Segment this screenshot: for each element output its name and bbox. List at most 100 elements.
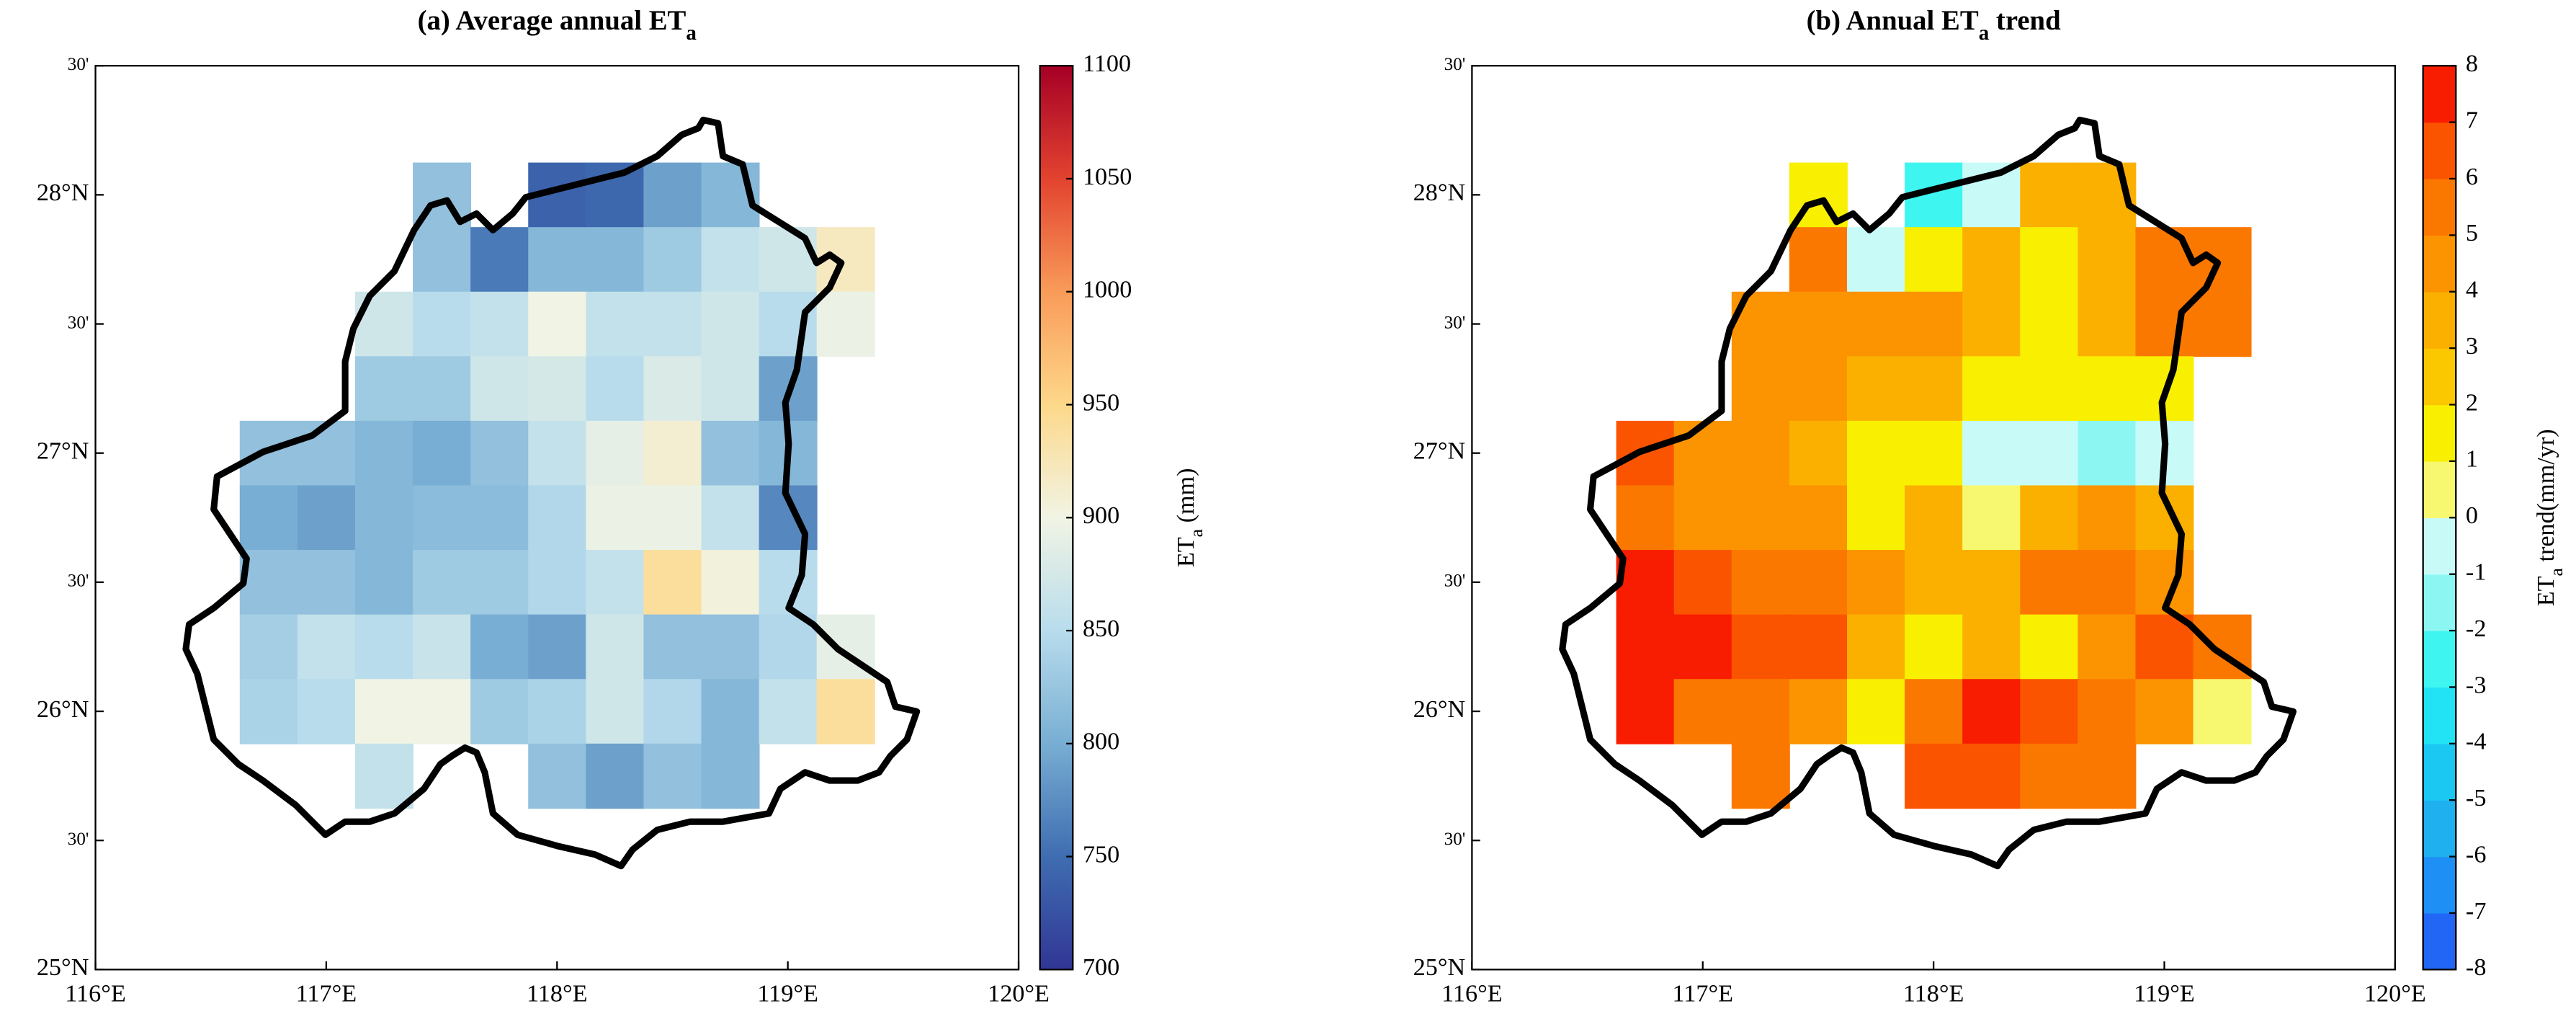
colorbar-tick-label: -7 xyxy=(2466,898,2486,925)
colorbar-tick-label: 1050 xyxy=(1083,164,1132,190)
text-part: ET xyxy=(2533,576,2559,606)
colorbar-bin xyxy=(2423,178,2456,236)
colorbar-tick-label: 700 xyxy=(1083,954,1119,981)
colorbar-bin xyxy=(2423,404,2456,462)
cell xyxy=(1731,679,1790,744)
cell xyxy=(1962,291,2021,357)
cell xyxy=(2078,485,2137,551)
colorbar-label: ETa trend(mm/yr) xyxy=(2533,429,2567,606)
x-tick-label: 118°E xyxy=(1903,981,1964,1007)
y-tick-label: 28°N xyxy=(1413,179,1466,206)
colorbar-bin xyxy=(2423,348,2456,406)
cell xyxy=(297,550,356,615)
colorbar-bin xyxy=(2423,461,2456,518)
cell xyxy=(1962,679,2021,744)
cell xyxy=(1905,614,1964,680)
cell xyxy=(1673,485,1732,551)
y-tick-label: 30' xyxy=(68,313,89,332)
cell xyxy=(413,550,472,615)
colorbar-tick-label: 0 xyxy=(2466,502,2478,529)
colorbar-bin xyxy=(2423,291,2456,349)
cell xyxy=(701,356,760,422)
cell xyxy=(643,291,702,357)
x-tick-label: 119°E xyxy=(757,981,818,1007)
cell xyxy=(643,743,702,809)
cell xyxy=(701,614,760,680)
cell xyxy=(297,420,356,486)
cell xyxy=(413,291,472,357)
y-tick-label: 30' xyxy=(68,55,89,74)
cell xyxy=(1616,485,1675,551)
chart-title: (b) Annual ETa trend xyxy=(1807,5,2061,45)
cell xyxy=(354,485,413,551)
cell xyxy=(586,679,645,744)
cell xyxy=(2135,291,2194,357)
cell xyxy=(1731,743,1790,809)
y-tick-label: 28°N xyxy=(37,179,89,206)
cell xyxy=(1846,291,1906,357)
cell xyxy=(1616,679,1675,744)
cell xyxy=(643,420,702,486)
colorbar-tick-label: 900 xyxy=(1083,502,1119,529)
cell xyxy=(759,614,818,680)
cell xyxy=(413,614,472,680)
cell xyxy=(2078,679,2137,744)
cell xyxy=(354,420,413,486)
cell xyxy=(1789,614,1848,680)
cell xyxy=(2020,743,2079,809)
cell xyxy=(2135,679,2194,744)
cell xyxy=(2078,550,2137,615)
cell xyxy=(470,679,529,744)
cell xyxy=(1846,614,1906,680)
cell xyxy=(2193,679,2252,744)
cell xyxy=(2020,485,2079,551)
cell xyxy=(701,420,760,486)
cell xyxy=(2020,227,2079,293)
cell xyxy=(413,679,472,744)
colorbar-tick-label: 1100 xyxy=(1083,50,1131,77)
cell xyxy=(239,614,298,680)
cell xyxy=(759,227,818,293)
cell xyxy=(586,227,645,293)
cell xyxy=(643,227,702,293)
cell xyxy=(701,550,760,615)
colorbar-bin xyxy=(2423,912,2456,971)
colorbar-tick-label: -1 xyxy=(2466,559,2486,586)
colorbar-bin xyxy=(2423,122,2456,179)
cell xyxy=(1905,679,1964,744)
cell xyxy=(1789,227,1848,293)
subscript: a xyxy=(686,22,697,45)
cell xyxy=(297,485,356,551)
y-tick-label: 30' xyxy=(1444,313,1466,332)
cell xyxy=(1731,550,1790,615)
colorbar-tick-label: 7 xyxy=(2466,107,2478,133)
x-tick-label: 116°E xyxy=(1441,981,1503,1007)
cell xyxy=(528,356,587,422)
cell xyxy=(2078,743,2137,809)
subscript: a xyxy=(2546,567,2567,576)
cell xyxy=(701,291,760,357)
cell xyxy=(1962,420,2021,486)
cell xyxy=(1962,614,2021,680)
x-tick-label: 120°E xyxy=(988,981,1050,1007)
cell xyxy=(2193,291,2252,357)
cell xyxy=(643,162,702,228)
colorbar-bin xyxy=(2423,743,2456,801)
cell xyxy=(586,614,645,680)
y-tick-label: 30' xyxy=(1444,55,1466,74)
cell xyxy=(816,679,875,744)
colorbar-bin xyxy=(2423,517,2456,575)
cell xyxy=(1731,420,1790,486)
colorbar-bin xyxy=(2423,687,2456,744)
colorbar-bin xyxy=(2423,856,2456,914)
cell xyxy=(1789,420,1848,486)
colorbar-bin xyxy=(2423,800,2456,858)
cell xyxy=(701,679,760,744)
y-tick-label: 25°N xyxy=(37,954,89,981)
x-tick-label: 119°E xyxy=(2134,981,2195,1007)
cell xyxy=(586,485,645,551)
cell xyxy=(470,227,529,293)
x-tick-label: 120°E xyxy=(2364,981,2426,1007)
cell xyxy=(1905,291,1964,357)
